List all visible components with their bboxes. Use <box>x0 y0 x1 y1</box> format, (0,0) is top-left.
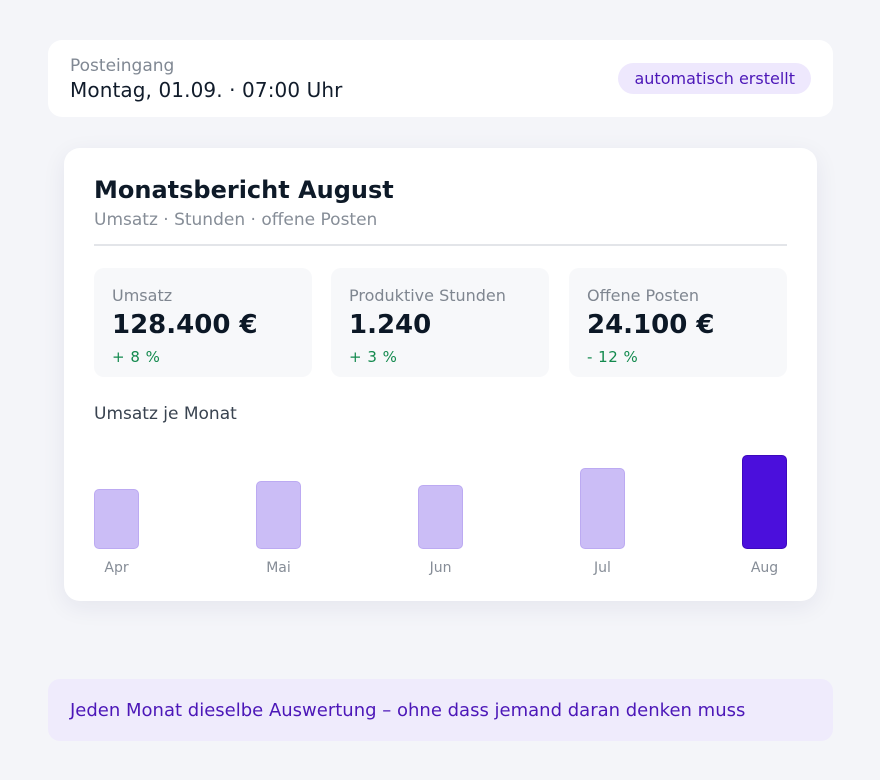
inbox-notification-card[interactable]: Posteingang Montag, 01.09. · 07:00 Uhr a… <box>48 40 833 117</box>
kpi-card-open-items: Offene Posten 24.100 € - 12 % <box>569 268 787 377</box>
inbox-label: Posteingang <box>70 56 175 76</box>
tick-label-aug: Aug <box>750 560 779 576</box>
tick-label-jun: Jun <box>429 560 452 576</box>
monthly-report-card: Monatsbericht August Umsatz · Stunden · … <box>64 148 817 601</box>
tick-label-mai: Mai <box>266 560 291 576</box>
kpi-value: 1.240 <box>349 310 432 340</box>
bar-jun <box>418 485 463 549</box>
report-divider <box>94 244 787 246</box>
kpi-label: Offene Posten <box>587 286 699 305</box>
kpi-label: Produktive Stunden <box>349 286 506 305</box>
tick-label-apr: Apr <box>104 560 129 576</box>
report-title: Monatsbericht August <box>94 176 394 204</box>
kpi-value: 128.400 € <box>112 310 258 340</box>
footer-text: Jeden Monat dieselbe Auswertung – ohne d… <box>70 700 746 721</box>
footer-banner: Jeden Monat dieselbe Auswertung – ohne d… <box>48 679 833 741</box>
kpi-label: Umsatz <box>112 286 173 305</box>
kpi-delta: + 8 % <box>112 348 161 366</box>
report-subtitle: Umsatz · Stunden · offene Posten <box>94 210 378 230</box>
kpi-delta: + 3 % <box>349 348 398 366</box>
tick-label-jul: Jul <box>594 560 611 576</box>
bar-aug <box>742 455 787 549</box>
kpi-card-productive-hours: Produktive Stunden 1.240 + 3 % <box>331 268 549 377</box>
bar-jul <box>580 468 625 549</box>
kpi-value: 24.100 € <box>587 310 715 340</box>
revenue-bar-chart: Apr Mai Jun Jul Aug <box>94 448 787 588</box>
chart-title: Umsatz je Monat <box>94 404 237 424</box>
kpi-card-revenue: Umsatz 128.400 € + 8 % <box>94 268 312 377</box>
kpi-delta: - 12 % <box>587 348 639 366</box>
bar-apr <box>94 489 139 549</box>
auto-generated-badge: automatisch erstellt <box>618 63 811 94</box>
bar-mai <box>256 481 301 549</box>
inbox-date-time: Montag, 01.09. · 07:00 Uhr <box>70 78 343 102</box>
